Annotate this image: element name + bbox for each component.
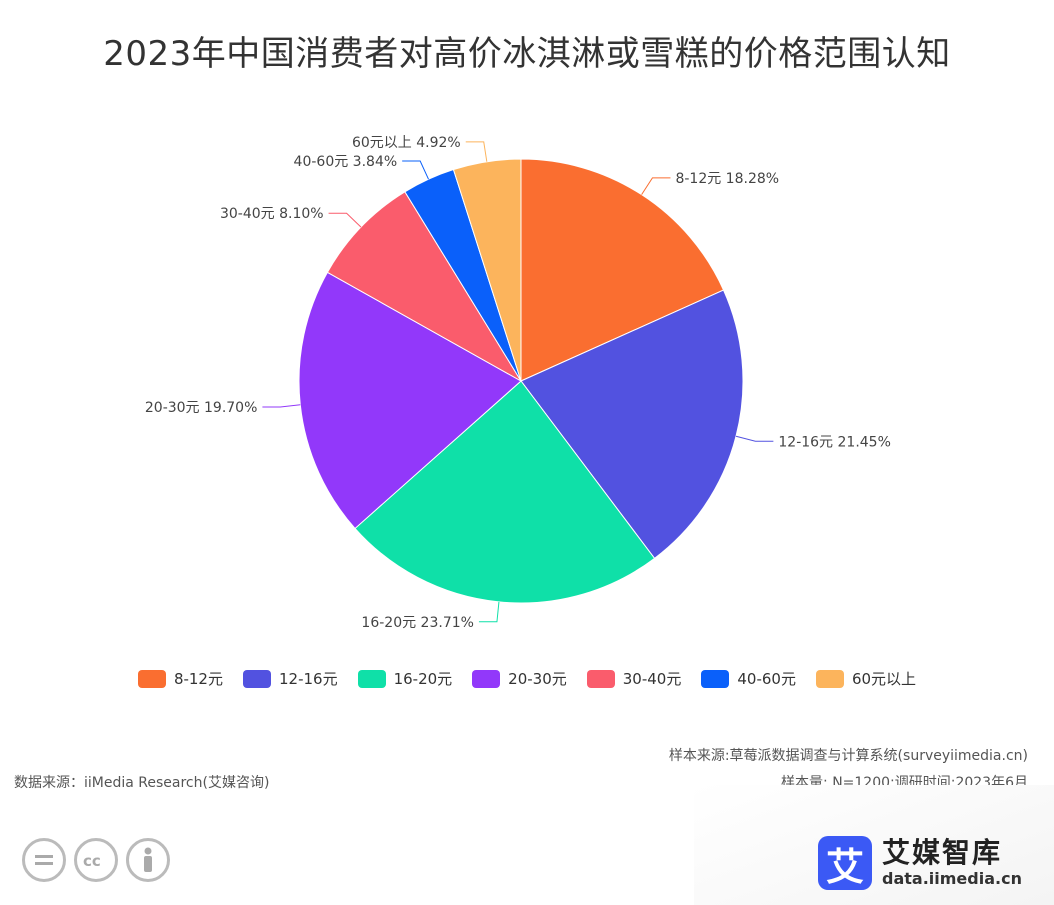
slice-label-0: 8-12元 18.28% bbox=[675, 171, 779, 187]
legend-swatch bbox=[242, 669, 271, 688]
slice-label-2: 16-20元 23.71% bbox=[361, 615, 474, 631]
leader-line-6 bbox=[465, 141, 488, 162]
legend-label: 20-30元 bbox=[508, 670, 567, 688]
brand-name: 艾媒智库 bbox=[882, 836, 1003, 869]
cc-equal-icon bbox=[22, 838, 66, 882]
pie-slice-3[interactable] bbox=[298, 271, 522, 530]
brand-logo: 艾 bbox=[818, 836, 872, 890]
leader-line-3 bbox=[262, 404, 301, 408]
cc-icon: cc bbox=[74, 838, 118, 882]
legend-item-6[interactable]: 60元以上 bbox=[815, 668, 917, 689]
legend-label: 60元以上 bbox=[851, 670, 917, 688]
brand-background bbox=[694, 785, 1054, 905]
legend-item-2[interactable]: 16-20元 bbox=[357, 668, 453, 689]
slice-label-3: 20-30元 19.70% bbox=[145, 400, 258, 416]
slice-label-5: 40-60元 3.84% bbox=[294, 154, 398, 170]
legend-swatch bbox=[586, 669, 615, 688]
license-icons: cc bbox=[22, 838, 170, 882]
legend-swatch bbox=[701, 669, 730, 688]
legend-item-5[interactable]: 40-60元 bbox=[701, 668, 796, 689]
legend-label: 40-60元 bbox=[737, 670, 796, 688]
chart-title: 2023年中国消费者对高价冰淇淋或雪糕的价格范围认知 bbox=[103, 34, 951, 74]
leader-line-5 bbox=[402, 160, 429, 180]
data-source: 数据来源：iiMedia Research(艾媒咨询) bbox=[14, 775, 270, 791]
legend-item-4[interactable]: 30-40元 bbox=[586, 668, 682, 689]
legend-label: 12-16元 bbox=[278, 670, 338, 688]
slice-label-4: 30-40元 8.10% bbox=[220, 206, 324, 222]
leader-line-0 bbox=[641, 177, 671, 195]
brand-url: data.iimedia.cn bbox=[882, 869, 1022, 888]
leader-line-4 bbox=[328, 212, 362, 228]
pie-slice-2[interactable] bbox=[354, 380, 656, 604]
cc-by-icon bbox=[126, 838, 170, 882]
legend-item-0[interactable]: 8-12元 bbox=[137, 668, 223, 689]
legend-label: 30-40元 bbox=[622, 670, 682, 688]
legend-swatch bbox=[815, 669, 844, 688]
legend-label: 16-20元 bbox=[393, 670, 453, 688]
legend-item-1[interactable]: 12-16元 bbox=[242, 668, 338, 689]
pie-chart: 8-12元 18.28% 12-16元 21.45% 16-20元 23.71% 20… bbox=[145, 135, 891, 631]
legend-label: 8-12元 bbox=[173, 670, 223, 688]
slice-label-6: 60元以上 4.92% bbox=[352, 135, 461, 151]
legend-swatch bbox=[472, 669, 501, 688]
pie-slice-0[interactable] bbox=[520, 158, 725, 382]
legend-swatch bbox=[357, 669, 386, 688]
brand-watermark: 艾 艾媒智库 data.iimedia.cn bbox=[818, 836, 1022, 890]
leader-line-2 bbox=[478, 601, 500, 623]
svg-text:cc: cc bbox=[83, 852, 101, 870]
pie-slice-1[interactable] bbox=[520, 289, 744, 560]
slice-label-1: 12-16元 21.45% bbox=[778, 434, 891, 450]
legend-item-3[interactable]: 20-30元 bbox=[472, 668, 567, 689]
chart-legend: 8-12元 12-16元 16-20元 20-30元 30-40元 40-60元 60元以上 bbox=[0, 668, 1054, 689]
sample-source: 样本来源:草莓派数据调查与计算系统(surveyiimedia.cn) bbox=[668, 748, 1028, 764]
pie-slice-4[interactable] bbox=[326, 191, 523, 383]
legend-swatch bbox=[137, 669, 166, 688]
leader-line-1 bbox=[735, 435, 774, 442]
